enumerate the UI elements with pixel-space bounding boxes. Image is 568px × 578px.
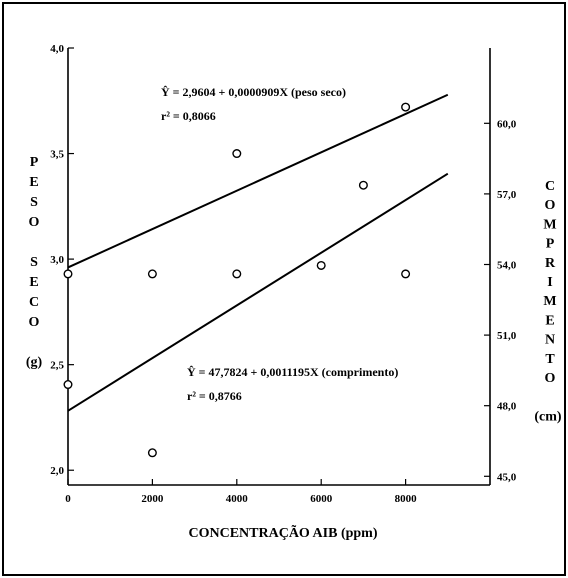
y-left-label-char: E bbox=[29, 175, 38, 190]
y-right-tick-label: 48,0 bbox=[497, 401, 517, 413]
y-right-label-char: E bbox=[545, 313, 554, 328]
y-right-label-char: P bbox=[546, 237, 555, 252]
y-left-label-char: C bbox=[29, 295, 39, 310]
regression-equation: Ŷ = 47,7824 + 0,0011195X (comprimento) bbox=[187, 365, 398, 379]
y-right-label-char: N bbox=[545, 333, 555, 348]
y-left-tick-label: 3,5 bbox=[50, 149, 64, 161]
y-left-label-char: P bbox=[30, 155, 39, 170]
data-point-comprimento bbox=[63, 380, 73, 390]
data-point-peso-seco bbox=[63, 269, 73, 279]
y-right-label-char: O bbox=[545, 198, 556, 213]
data-point-peso-seco bbox=[232, 149, 242, 159]
y-right-label-char: T bbox=[545, 352, 555, 367]
data-point-peso-seco bbox=[147, 269, 157, 279]
y-right-label-char: M bbox=[543, 294, 556, 309]
x-tick-label: 8000 bbox=[395, 493, 418, 505]
y-left-label-char: S bbox=[30, 255, 38, 270]
r-squared-label: r² = 0,8766 bbox=[187, 389, 242, 403]
x-tick-label: 2000 bbox=[141, 493, 164, 505]
regression-line-peso-seco bbox=[67, 93, 449, 269]
y-right-label-char: (cm) bbox=[534, 409, 562, 424]
y-left-label-char: O bbox=[29, 315, 40, 330]
y-left-label-char: E bbox=[29, 275, 38, 290]
y-left-label-char: O bbox=[29, 215, 40, 230]
y-right-label-char: R bbox=[545, 256, 556, 271]
x-tick-label: 6000 bbox=[310, 493, 333, 505]
y-left-tick-label: 4,0 bbox=[50, 43, 64, 55]
r-squared-label: r² = 0,8066 bbox=[161, 109, 216, 123]
regression-line-comprimento bbox=[67, 172, 449, 412]
y-left-label-char: S bbox=[30, 195, 38, 210]
data-point-comprimento bbox=[401, 269, 411, 279]
data-point-peso-seco bbox=[316, 260, 326, 270]
x-tick-label: 0 bbox=[65, 493, 71, 505]
y-right-label-char: C bbox=[545, 179, 555, 194]
y-right-tick-label: 60,0 bbox=[497, 118, 517, 130]
y-left-tick-label: 2,0 bbox=[50, 465, 64, 477]
data-point-peso-seco bbox=[232, 269, 242, 279]
y-right-tick-label: 51,0 bbox=[497, 330, 517, 342]
y-right-label-char: M bbox=[543, 217, 556, 232]
data-point-comprimento bbox=[147, 448, 157, 458]
x-axis-label: CONCENTRAÇÃO AIB (ppm) bbox=[188, 523, 377, 541]
y-right-label-char: O bbox=[545, 371, 556, 386]
data-point-peso-seco bbox=[401, 102, 411, 112]
y-left-tick-label: 3,0 bbox=[50, 254, 64, 266]
y-left-label-char: (g) bbox=[26, 355, 43, 370]
data-point-peso-seco bbox=[358, 180, 368, 190]
y-right-tick-label: 57,0 bbox=[497, 189, 517, 201]
regression-equation: Ŷ = 2,9604 + 0,0000909X (peso seco) bbox=[161, 85, 346, 99]
y-left-tick-label: 2,5 bbox=[50, 360, 64, 372]
y-right-label-char: I bbox=[547, 275, 552, 290]
x-tick-label: 4000 bbox=[226, 493, 249, 505]
y-right-tick-label: 54,0 bbox=[497, 259, 517, 271]
y-right-tick-label: 45,0 bbox=[497, 471, 517, 483]
